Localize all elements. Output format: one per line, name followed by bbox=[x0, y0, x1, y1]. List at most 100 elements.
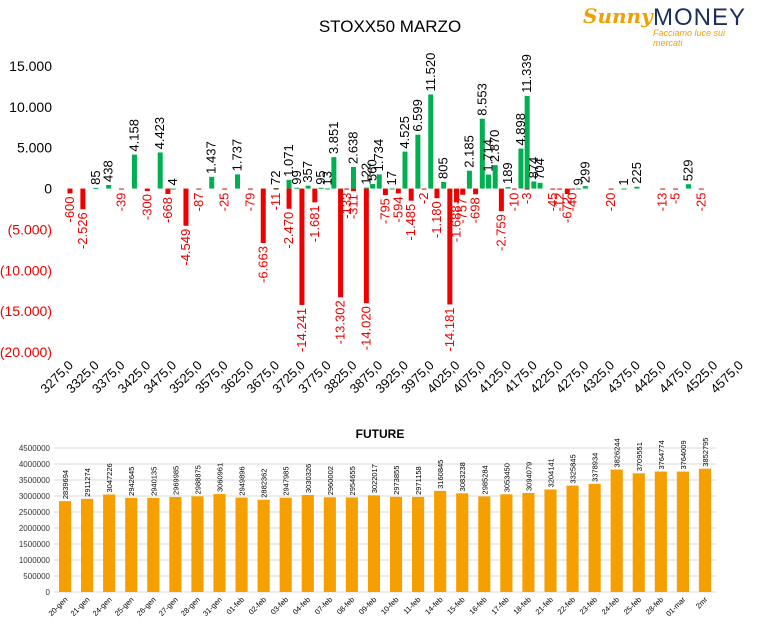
chart1-bar bbox=[350, 188, 356, 192]
chart1-x-axis: 3275,03325,03375,03425,03475,03525,03575… bbox=[37, 358, 746, 397]
chart1-bar bbox=[402, 151, 408, 189]
chart1-data-label: -20 bbox=[603, 193, 618, 212]
chart1-bar bbox=[570, 188, 575, 190]
chart2-x-tick-label: 03-feb bbox=[269, 595, 290, 616]
chart1-bar bbox=[582, 186, 588, 189]
chart1-bar bbox=[608, 188, 614, 190]
chart2-x-tick-label: 27-gen bbox=[157, 595, 180, 618]
chart1-bar bbox=[415, 134, 421, 189]
chart1-data-label: 17 bbox=[384, 171, 399, 185]
chart1-data-label: -2.526 bbox=[75, 212, 90, 249]
chart2-bar bbox=[654, 471, 667, 592]
chart1-data-label: -14.241 bbox=[294, 308, 309, 352]
chart1-bar bbox=[421, 188, 427, 190]
chart1-bar bbox=[286, 188, 292, 209]
chart2-y-axis: 0 500000 1000000 1500000 2000000 2500000 30000… bbox=[19, 444, 51, 597]
chart1-y-tick-label: (20.000) bbox=[0, 344, 52, 360]
chart1-bar bbox=[673, 188, 679, 190]
chart1-bar bbox=[165, 188, 171, 195]
chart1-data-label: 2.638 bbox=[345, 131, 360, 164]
chart1-bar bbox=[299, 188, 305, 305]
chart2-bar bbox=[235, 497, 248, 592]
chart1-data-label: 1.437 bbox=[204, 141, 219, 174]
chart2-bar bbox=[213, 494, 226, 592]
chart1-data-label: -14.181 bbox=[442, 307, 457, 351]
logo-brand-part1: Sunny bbox=[583, 4, 653, 28]
chart2-bar bbox=[389, 496, 403, 592]
chart1-data-label: -6.663 bbox=[255, 246, 270, 283]
chart2-bar bbox=[58, 501, 72, 592]
chart2-data-label: 3160845 bbox=[436, 460, 445, 489]
chart2-x-tick-label: 24-feb bbox=[600, 595, 621, 616]
chart2-x-tick-label: 16-feb bbox=[467, 595, 488, 616]
chart1-data-label: -10 bbox=[506, 193, 521, 212]
chart1-data-label: -668 bbox=[160, 197, 175, 223]
chart2-data-label: 2942645 bbox=[127, 467, 136, 496]
chart1-data-label: -39 bbox=[114, 193, 129, 212]
chart1-bar bbox=[441, 181, 447, 189]
chart1-title: STOXX50 MARZO bbox=[319, 17, 461, 36]
chart2-bar bbox=[257, 499, 270, 592]
chart1-bar bbox=[473, 188, 479, 195]
chart1-data-label: -600 bbox=[62, 196, 77, 222]
chart1-data-label: 4.525 bbox=[397, 116, 412, 149]
chart2-x-tick-label: 02-feb bbox=[247, 595, 268, 616]
chart2-bar bbox=[147, 497, 160, 592]
chart2-x-tick-label: 17-feb bbox=[489, 595, 510, 616]
chart1-bar bbox=[498, 188, 504, 212]
chart2-data-label: 2969985 bbox=[171, 466, 180, 495]
logo-tagline: Facciamo luce sui mercati bbox=[653, 28, 726, 48]
chart1-bar bbox=[518, 148, 524, 189]
chart1-bar bbox=[363, 188, 369, 304]
chart1-bars bbox=[67, 94, 704, 305]
chart2-x-tick-label: 21-gen bbox=[69, 595, 92, 618]
chart1-data-label: 1.737 bbox=[230, 139, 245, 172]
chart1-data-label: 3.851 bbox=[326, 122, 341, 155]
chart2-y-tick-label: 2500000 bbox=[19, 508, 51, 517]
chart1-data-label: 704 bbox=[532, 158, 547, 180]
chart1-bar bbox=[363, 187, 369, 189]
chart1-data-label: 4.898 bbox=[513, 113, 528, 146]
chart2-bar bbox=[345, 497, 358, 592]
chart1-data-label: 4.423 bbox=[152, 117, 167, 150]
chart2-gridlines bbox=[54, 447, 716, 593]
chart1-data-label: -795 bbox=[377, 198, 392, 224]
chart1-bar bbox=[273, 188, 279, 190]
chart2-data-label: 2988875 bbox=[193, 465, 202, 494]
chart1-bar bbox=[511, 188, 517, 190]
chart2-title: FUTURE bbox=[356, 427, 405, 441]
chart2-data-label: 3764774 bbox=[657, 440, 666, 469]
chart2-bar bbox=[632, 473, 645, 592]
chart1-data-label: 805 bbox=[436, 157, 451, 179]
chart1-bar bbox=[305, 185, 311, 189]
chart1-data-labels: -600-2.52685438-394.158-3004.423-6684-4.… bbox=[62, 53, 708, 352]
chart1-bar bbox=[196, 188, 202, 190]
chart1-y-tick-label: 5.000 bbox=[17, 140, 52, 156]
chart2-bar bbox=[588, 483, 601, 592]
chart1-data-label: -3 bbox=[519, 193, 534, 205]
chart1-bar bbox=[550, 188, 556, 190]
chart1-bar bbox=[106, 184, 112, 189]
chart2-x-tick-label: 10-feb bbox=[379, 595, 400, 616]
chart1-data-label: -13 bbox=[655, 193, 670, 212]
chart1-bar bbox=[344, 188, 350, 190]
chart2-bar bbox=[500, 494, 513, 592]
chart2-data-label: 2911274 bbox=[83, 468, 92, 497]
chart2-data-label: 2973855 bbox=[392, 466, 401, 495]
chart1-y-tick-label: 15.000 bbox=[9, 58, 52, 74]
chart1-data-label: -14.020 bbox=[358, 306, 373, 350]
chart2-y-tick-label: 4500000 bbox=[19, 444, 51, 453]
chart1-bar bbox=[370, 183, 376, 189]
chart1-bar bbox=[170, 188, 176, 190]
chart1-data-label: 560 bbox=[365, 159, 380, 181]
chart1-bar bbox=[698, 188, 704, 190]
chart2-x-tick-label: 07-feb bbox=[313, 595, 334, 616]
chart1-y-tick-label: (10.000) bbox=[0, 262, 52, 278]
chart1-data-label: 11.520 bbox=[423, 53, 438, 92]
chart2-data-label: 3764009 bbox=[679, 440, 688, 469]
chart1-data-label: -311 bbox=[345, 194, 360, 219]
chart1-data-label: 122 bbox=[358, 163, 373, 185]
chart1-bar bbox=[67, 188, 73, 194]
chart1-y-axis: 15.000 10.000 5.000 0 (5.000) (10.000) (15.000… bbox=[0, 58, 52, 360]
chart1-bar bbox=[294, 187, 300, 189]
